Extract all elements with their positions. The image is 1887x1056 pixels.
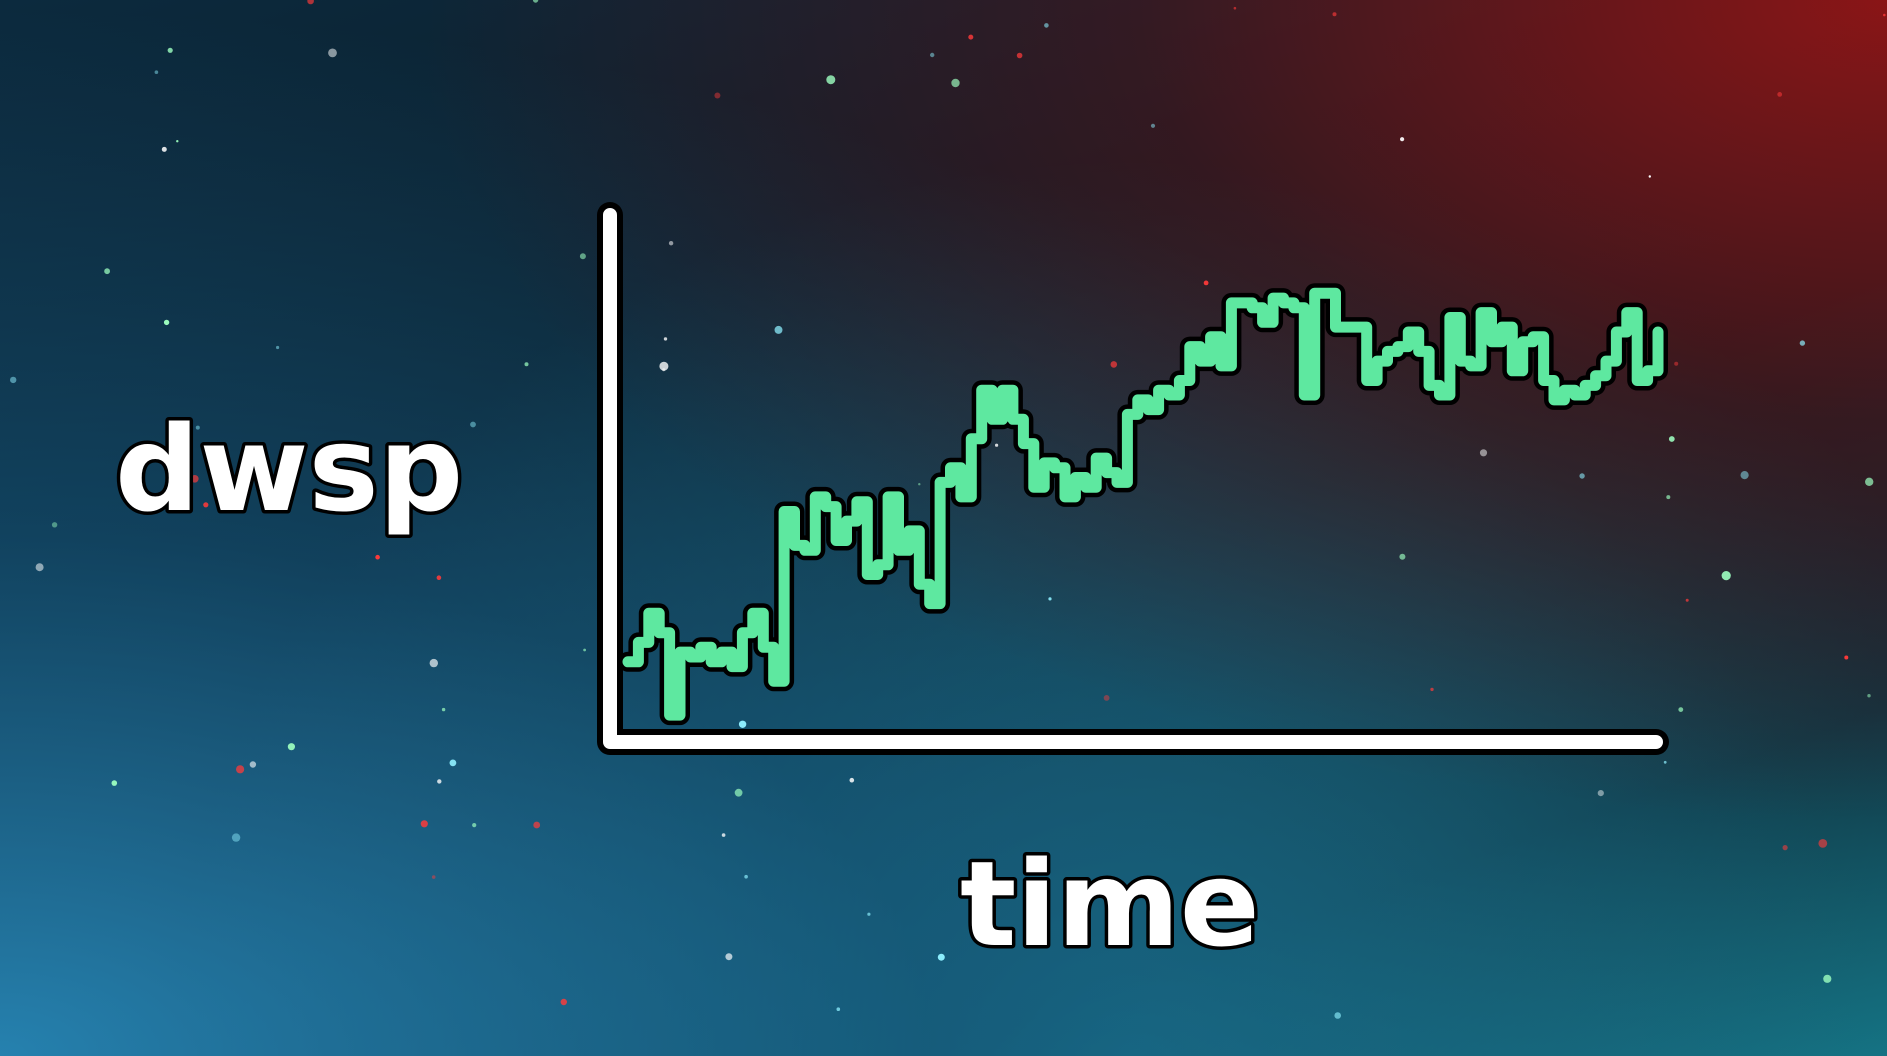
star — [918, 483, 921, 486]
star — [1668, 436, 1675, 442]
x-axis-label: time — [960, 835, 1260, 973]
star — [1777, 92, 1783, 97]
star — [420, 820, 428, 828]
star — [930, 52, 935, 58]
star — [1674, 361, 1679, 366]
star — [472, 823, 477, 828]
star — [721, 833, 726, 837]
star — [287, 743, 295, 751]
star — [849, 777, 855, 783]
star — [203, 502, 209, 508]
star — [714, 92, 721, 99]
star — [995, 443, 999, 447]
star — [35, 563, 44, 572]
y-axis-label: dwsp — [115, 400, 463, 538]
star — [774, 325, 783, 334]
star — [10, 376, 17, 384]
star — [1016, 52, 1023, 59]
star — [532, 0, 539, 3]
star — [1399, 553, 1406, 560]
star — [191, 475, 199, 483]
star — [436, 575, 442, 580]
star — [1048, 597, 1052, 601]
star — [1685, 598, 1689, 602]
star — [1818, 839, 1828, 848]
star — [1666, 495, 1671, 500]
star — [470, 421, 476, 428]
star — [276, 345, 280, 350]
star — [533, 821, 541, 829]
star — [1479, 449, 1488, 457]
star — [328, 48, 337, 58]
star — [441, 707, 446, 712]
star — [231, 833, 241, 842]
star — [1044, 23, 1049, 28]
star — [429, 658, 438, 668]
star — [163, 319, 170, 326]
star — [1740, 471, 1749, 480]
star — [1430, 687, 1434, 692]
star — [195, 425, 200, 430]
star — [176, 140, 179, 143]
star — [161, 146, 167, 152]
star — [583, 648, 586, 652]
star — [1103, 695, 1110, 701]
star — [738, 720, 747, 728]
star — [937, 953, 945, 961]
star — [663, 337, 668, 341]
star — [111, 780, 118, 786]
star — [1334, 1012, 1341, 1019]
star — [249, 761, 257, 768]
chart-axes — [597, 202, 1669, 755]
star — [431, 875, 436, 879]
star — [167, 47, 173, 53]
star — [1883, 13, 1886, 17]
star — [951, 78, 960, 88]
star — [449, 759, 457, 767]
axis-lines — [603, 208, 1663, 749]
star — [734, 788, 743, 797]
star — [867, 912, 871, 916]
star — [560, 998, 567, 1006]
star — [1233, 6, 1237, 10]
series-line-0 — [622, 287, 1664, 721]
star — [524, 362, 529, 367]
starfield — [10, 0, 1886, 1019]
star — [968, 34, 974, 40]
star — [659, 361, 669, 371]
star — [154, 70, 159, 74]
star — [236, 765, 245, 774]
star — [1579, 473, 1585, 479]
star — [744, 874, 748, 879]
star — [1678, 707, 1684, 712]
star — [826, 75, 836, 85]
star — [375, 554, 380, 560]
star — [1844, 655, 1849, 660]
star — [1203, 280, 1209, 286]
star — [1721, 571, 1731, 581]
star — [1648, 175, 1652, 178]
star — [725, 953, 733, 961]
star — [836, 1007, 841, 1011]
star — [1597, 790, 1604, 797]
star — [1782, 845, 1788, 851]
star — [1823, 974, 1832, 983]
star — [1867, 694, 1871, 698]
star — [104, 268, 110, 275]
plot-area — [618, 283, 1668, 726]
star — [1150, 123, 1156, 128]
star — [668, 241, 674, 246]
star — [1865, 477, 1874, 486]
star — [1332, 12, 1337, 17]
star — [1110, 361, 1118, 368]
star — [307, 0, 314, 5]
star — [1799, 340, 1806, 346]
star — [579, 253, 586, 260]
star — [437, 779, 442, 784]
star — [1663, 760, 1667, 764]
star — [1400, 137, 1405, 142]
star — [51, 522, 58, 528]
